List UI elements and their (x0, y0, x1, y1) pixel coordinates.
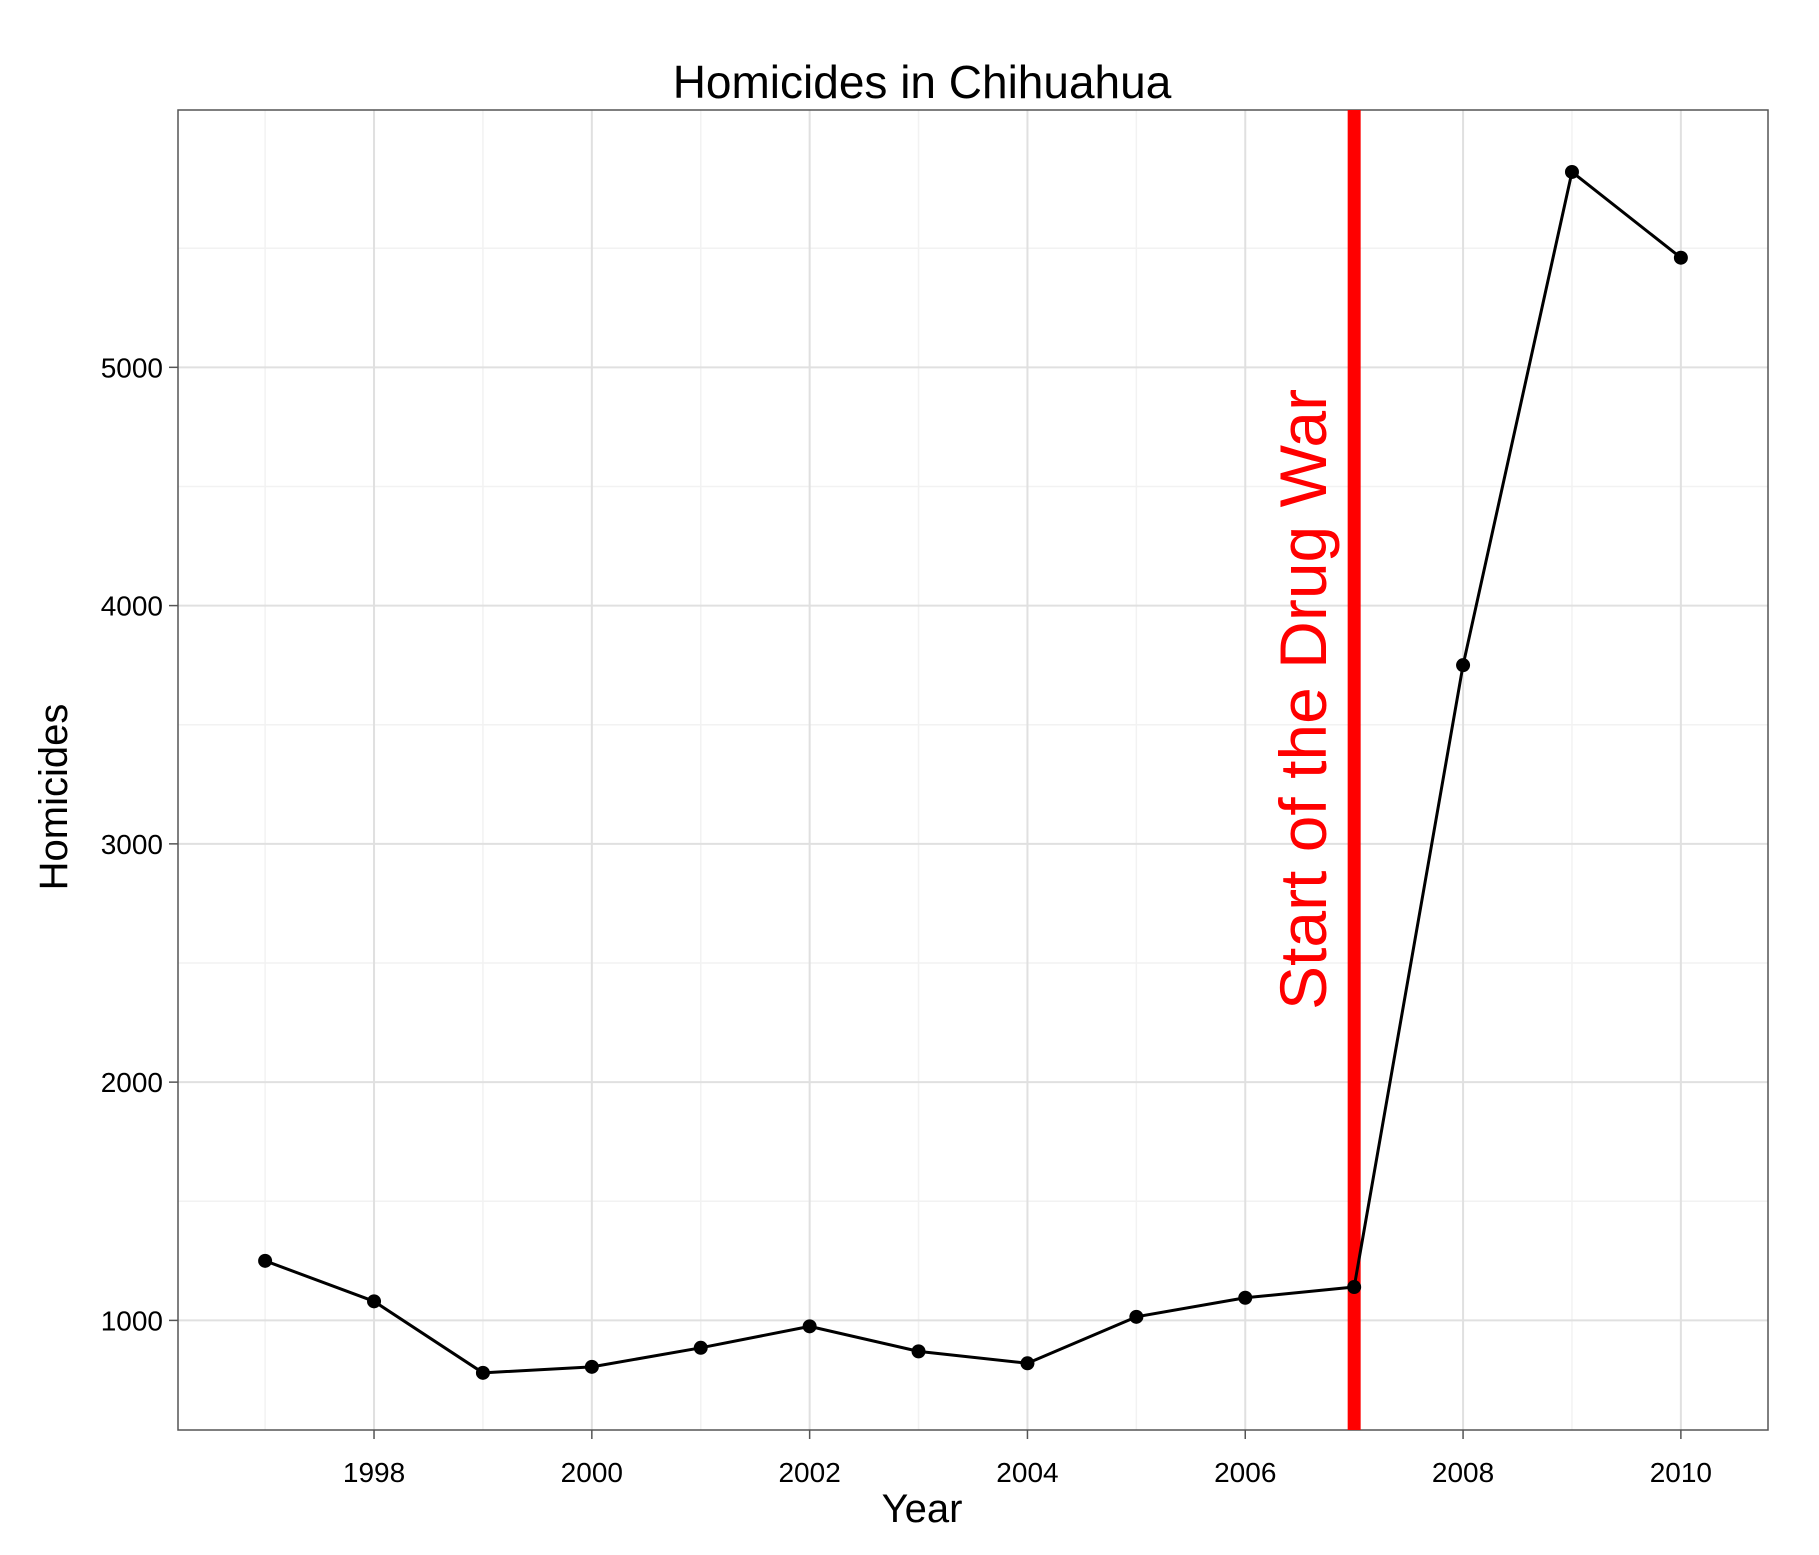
data-point-1998 (367, 1294, 382, 1309)
x-tick-label-2006: 2006 (1214, 1457, 1276, 1488)
y-tick-label-5000: 5000 (101, 352, 163, 383)
chart-title: Homicides in Chihuahua (673, 56, 1172, 108)
data-point-2004 (1020, 1356, 1035, 1371)
data-point-2003 (911, 1344, 926, 1359)
data-point-1997 (258, 1253, 273, 1268)
x-tick-label-2010: 2010 (1650, 1457, 1712, 1488)
y-axis-title: Homicides (32, 704, 76, 891)
data-point-2006 (1238, 1290, 1253, 1305)
y-tick-label-4000: 4000 (101, 591, 163, 622)
data-point-2005 (1129, 1309, 1144, 1324)
annotation-label: Start of the Drug War (1266, 389, 1340, 1010)
data-point-2007 (1347, 1280, 1362, 1295)
y-tick-label-3000: 3000 (101, 829, 163, 860)
x-tick-label-2002: 2002 (778, 1457, 840, 1488)
x-axis-title: Year (882, 1487, 963, 1531)
x-tick-label-2008: 2008 (1432, 1457, 1494, 1488)
series-layer (258, 164, 1688, 1380)
y-tick-label-1000: 1000 (101, 1305, 163, 1336)
data-point-1999 (475, 1365, 490, 1380)
data-point-2009 (1564, 164, 1579, 179)
data-point-2000 (584, 1359, 599, 1374)
x-tick-label-2004: 2004 (996, 1457, 1058, 1488)
plot-border (177, 109, 1769, 1431)
x-tick-label-1998: 1998 (343, 1457, 405, 1488)
y-axis-ticks: 1000 2000 3000 4000 5000 (101, 352, 178, 1336)
data-point-2010 (1673, 250, 1688, 265)
data-point-2001 (693, 1340, 708, 1355)
y-tick-label-2000: 2000 (101, 1067, 163, 1098)
series-line-0 (264, 170, 1682, 1375)
x-tick-label-2000: 2000 (561, 1457, 623, 1488)
data-point-2002 (802, 1319, 817, 1334)
major-gridlines (178, 110, 1768, 1430)
data-point-2008 (1456, 658, 1471, 673)
annotation-layer: Start of the Drug War (1266, 389, 1340, 1010)
x-axis-ticks: 1998 2000 2002 2004 2006 2008 2010 (343, 1430, 1712, 1488)
